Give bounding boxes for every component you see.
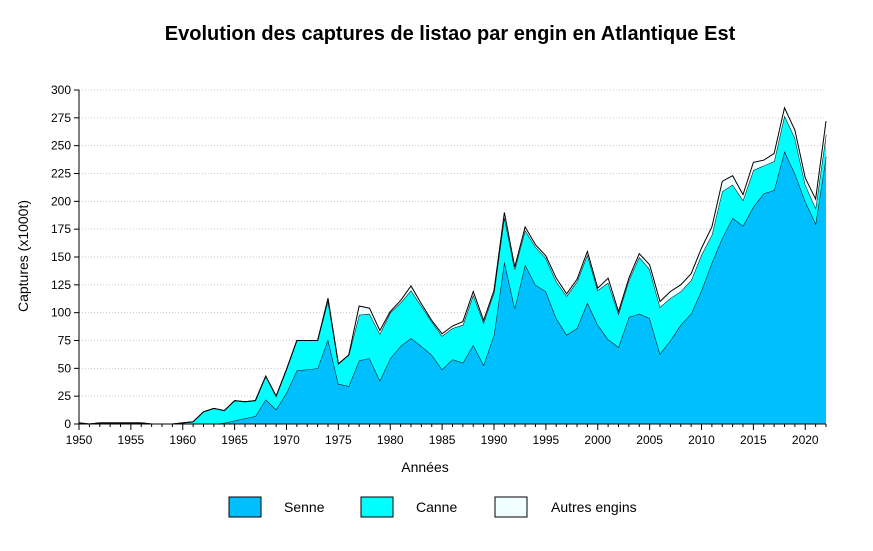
- y-tick-label: 150: [51, 250, 71, 264]
- y-tick-label: 175: [51, 222, 71, 236]
- x-tick-label: 1995: [533, 433, 560, 447]
- y-axis-label: Captures (x1000t): [15, 200, 31, 312]
- legend: Senne Canne Autres engins: [228, 496, 637, 518]
- y-tick-label: 25: [58, 389, 72, 403]
- y-tick-label: 250: [51, 139, 71, 153]
- legend-label: Canne: [416, 499, 457, 515]
- x-tick-label: 1955: [118, 433, 145, 447]
- y-tick-label: 0: [64, 417, 71, 431]
- x-tick-label: 1960: [169, 433, 196, 447]
- x-tick-label: 1950: [66, 433, 93, 447]
- series-outline-autres-engins: [78, 106, 827, 425]
- legend-swatch-autres-engins: [494, 496, 528, 518]
- legend-swatch-senne: [228, 496, 262, 518]
- x-tick-label: 1970: [273, 433, 300, 447]
- x-tick-label: 2005: [636, 433, 663, 447]
- y-tick-label: 275: [51, 111, 71, 125]
- y-tick-label: 125: [51, 278, 71, 292]
- x-tick-label: 2010: [688, 433, 715, 447]
- y-tick-label: 300: [51, 83, 71, 97]
- legend-swatch-canne: [360, 496, 394, 518]
- legend-label: Autres engins: [551, 499, 637, 515]
- x-tick-label: 2000: [584, 433, 611, 447]
- y-tick-label: 50: [58, 361, 72, 375]
- y-tick-label: 200: [51, 194, 71, 208]
- plot-areas: [78, 106, 827, 425]
- chart-title: Evolution des captures de listao par eng…: [165, 23, 736, 45]
- x-tick-label: 2020: [792, 433, 819, 447]
- x-tick-label: 1965: [221, 433, 248, 447]
- x-tick-label: 1980: [377, 433, 404, 447]
- x-axis-label: Années: [401, 459, 448, 475]
- x-tick-label: 1975: [325, 433, 352, 447]
- area-series-senne: [79, 151, 826, 424]
- legend-label: Senne: [284, 499, 325, 515]
- x-tick-label: 1990: [481, 433, 508, 447]
- y-tick-label: 75: [58, 334, 72, 348]
- axes: 0 25 50 75 100 125 150 175 200 225 250 275 300 1950 19…: [51, 83, 827, 447]
- x-tick-label: 2015: [740, 433, 767, 447]
- y-tick-label: 100: [51, 306, 71, 320]
- y-tick-label: 225: [51, 167, 71, 181]
- x-tick-label: 1985: [429, 433, 456, 447]
